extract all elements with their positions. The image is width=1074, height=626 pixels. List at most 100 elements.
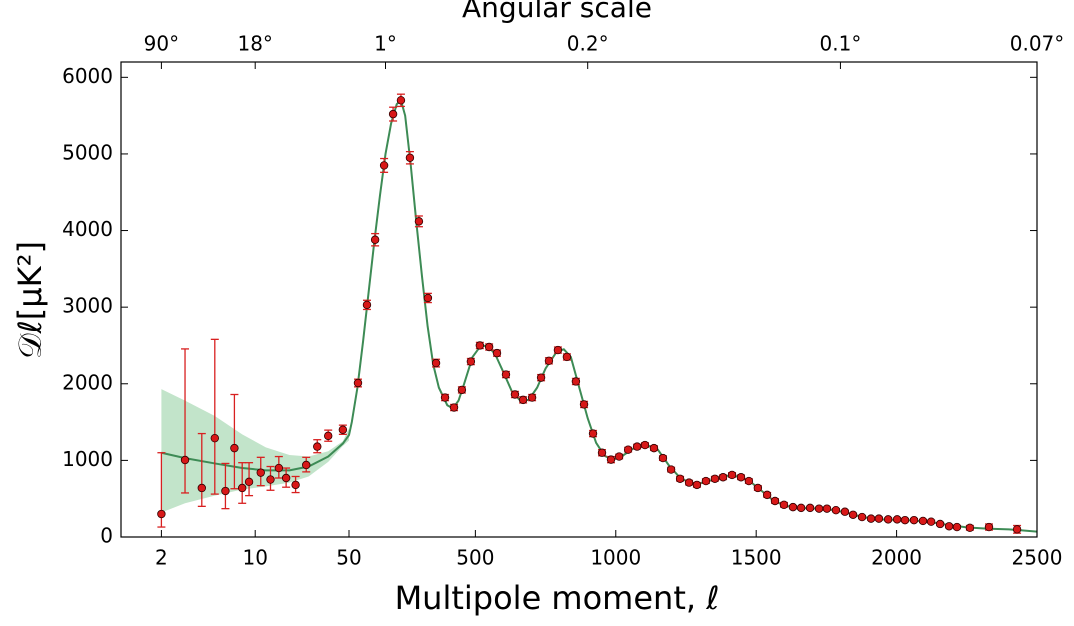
data-point — [762, 490, 772, 500]
data-point — [632, 442, 642, 451]
data-point — [718, 473, 728, 482]
points-layer — [157, 93, 1022, 534]
chart-title: Angular scale — [462, 0, 652, 24]
y-tick-label: 4000 — [62, 217, 113, 241]
data-point — [324, 431, 333, 441]
data-point — [710, 474, 720, 483]
x2-tick-label: 0.2° — [567, 32, 609, 56]
band-layer — [161, 389, 349, 513]
y-tick-label: 2000 — [62, 370, 113, 394]
data-point — [396, 96, 406, 105]
error-bar — [197, 432, 206, 508]
data-point — [935, 519, 945, 529]
data-point — [984, 522, 994, 532]
data-point — [866, 514, 876, 523]
data-point — [440, 393, 450, 402]
error-bar — [210, 338, 219, 495]
data-point — [362, 300, 372, 310]
data-point — [536, 373, 546, 382]
data-point — [405, 153, 415, 162]
error-bar — [181, 348, 190, 494]
data-point — [313, 442, 322, 451]
data-point — [727, 470, 737, 480]
data-point — [814, 504, 824, 513]
data-point — [210, 433, 220, 443]
data-point — [788, 502, 798, 512]
data-point — [544, 356, 554, 365]
y-tick-label: 3000 — [62, 294, 113, 318]
data-point — [449, 403, 459, 412]
data-point — [692, 480, 702, 490]
data-point — [414, 217, 424, 226]
data-point — [666, 465, 676, 474]
data-point — [822, 504, 832, 513]
data-point — [779, 500, 789, 510]
y-tick-label: 5000 — [62, 140, 113, 164]
data-point — [302, 460, 311, 470]
data-point — [753, 483, 763, 493]
data-point — [527, 393, 537, 402]
data-point — [684, 478, 694, 487]
x2-tick-label: 18° — [237, 32, 272, 56]
data-point — [492, 348, 502, 358]
data-point — [579, 400, 589, 409]
data-point — [431, 358, 441, 368]
y-tick-label: 1000 — [62, 447, 113, 471]
data-point — [736, 473, 746, 482]
data-point — [926, 517, 936, 526]
data-point — [909, 515, 919, 525]
error-bar — [238, 462, 247, 504]
data-point — [848, 510, 858, 519]
data-point — [614, 452, 624, 461]
data-point — [952, 522, 962, 532]
data-point — [857, 512, 867, 522]
x-tick-label: 2500 — [1012, 546, 1063, 570]
data-point — [831, 505, 841, 515]
axes-layer: 0 1000 2000 3000 4000 5000 6000 2 10 50 500 1000 150… — [62, 32, 1064, 570]
data-point — [701, 476, 711, 486]
data-point — [597, 448, 607, 457]
data-point — [475, 341, 485, 350]
data-point — [562, 352, 572, 362]
data-point — [918, 516, 928, 526]
data-point — [518, 395, 528, 405]
data-point — [501, 370, 511, 379]
data-point — [640, 440, 650, 450]
model-band — [161, 389, 349, 513]
data-point — [221, 486, 230, 496]
data-point — [370, 235, 380, 244]
data-point — [623, 445, 633, 454]
x-tick-label: 1000 — [590, 546, 641, 570]
data-point — [423, 293, 433, 303]
error-bar — [221, 462, 230, 510]
x2-tick-label: 0.07° — [1010, 32, 1065, 56]
data-point — [388, 109, 398, 119]
data-point — [571, 377, 581, 386]
y-tick-label: 0 — [100, 524, 113, 548]
x-axis-label: Multipole moment, ℓ — [395, 579, 720, 617]
x2-tick-label: 0.1° — [820, 32, 862, 56]
data-point — [883, 515, 893, 524]
data-point — [353, 378, 363, 388]
data-point — [157, 509, 166, 519]
data-point — [892, 515, 902, 524]
data-point — [457, 385, 467, 395]
x-tick-label: 2 — [155, 546, 168, 570]
data-point — [658, 453, 668, 463]
data-point — [796, 503, 806, 513]
data-point — [197, 483, 206, 493]
x-tick-label: 10 — [242, 546, 267, 570]
data-point — [466, 357, 476, 366]
x2-tick-label: 90° — [144, 32, 179, 56]
data-point — [770, 496, 780, 506]
data-point — [744, 476, 754, 486]
x-tick-label: 1500 — [731, 546, 782, 570]
x-tick-label: 2000 — [871, 546, 922, 570]
data-point — [256, 468, 265, 477]
data-point — [291, 480, 300, 490]
data-point — [874, 514, 884, 523]
data-point — [805, 503, 815, 513]
data-point — [338, 425, 348, 434]
data-point — [944, 522, 954, 531]
